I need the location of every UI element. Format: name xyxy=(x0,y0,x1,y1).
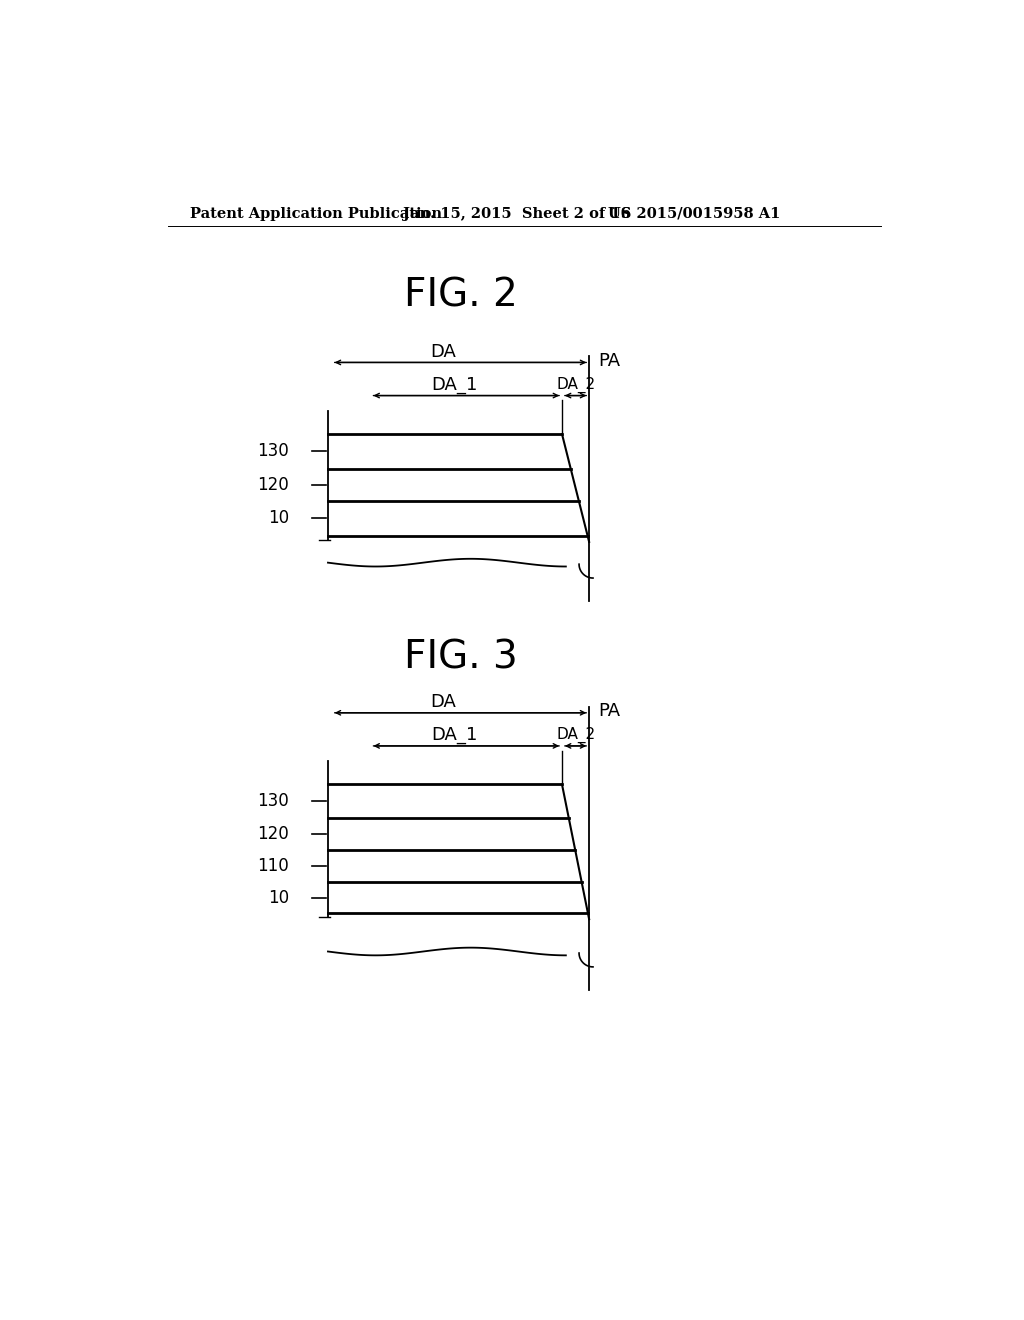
Text: 120: 120 xyxy=(257,477,289,494)
Text: DA_2: DA_2 xyxy=(556,727,595,743)
Text: DA_2: DA_2 xyxy=(556,376,595,393)
Text: DA: DA xyxy=(430,343,456,360)
Text: DA_1: DA_1 xyxy=(431,726,478,744)
Text: PA: PA xyxy=(598,702,621,721)
Text: US 2015/0015958 A1: US 2015/0015958 A1 xyxy=(608,207,781,220)
Text: Patent Application Publication: Patent Application Publication xyxy=(190,207,442,220)
Text: DA_1: DA_1 xyxy=(431,376,478,393)
Text: DA: DA xyxy=(430,693,456,711)
Text: Jan. 15, 2015  Sheet 2 of 16: Jan. 15, 2015 Sheet 2 of 16 xyxy=(403,207,631,220)
Text: 10: 10 xyxy=(268,888,289,907)
Text: PA: PA xyxy=(598,352,621,370)
Text: 130: 130 xyxy=(257,792,289,810)
Text: FIG. 3: FIG. 3 xyxy=(404,639,518,676)
Text: 110: 110 xyxy=(257,857,289,875)
Text: 130: 130 xyxy=(257,442,289,461)
Text: FIG. 2: FIG. 2 xyxy=(404,276,518,314)
Text: 120: 120 xyxy=(257,825,289,843)
Text: 10: 10 xyxy=(268,510,289,528)
